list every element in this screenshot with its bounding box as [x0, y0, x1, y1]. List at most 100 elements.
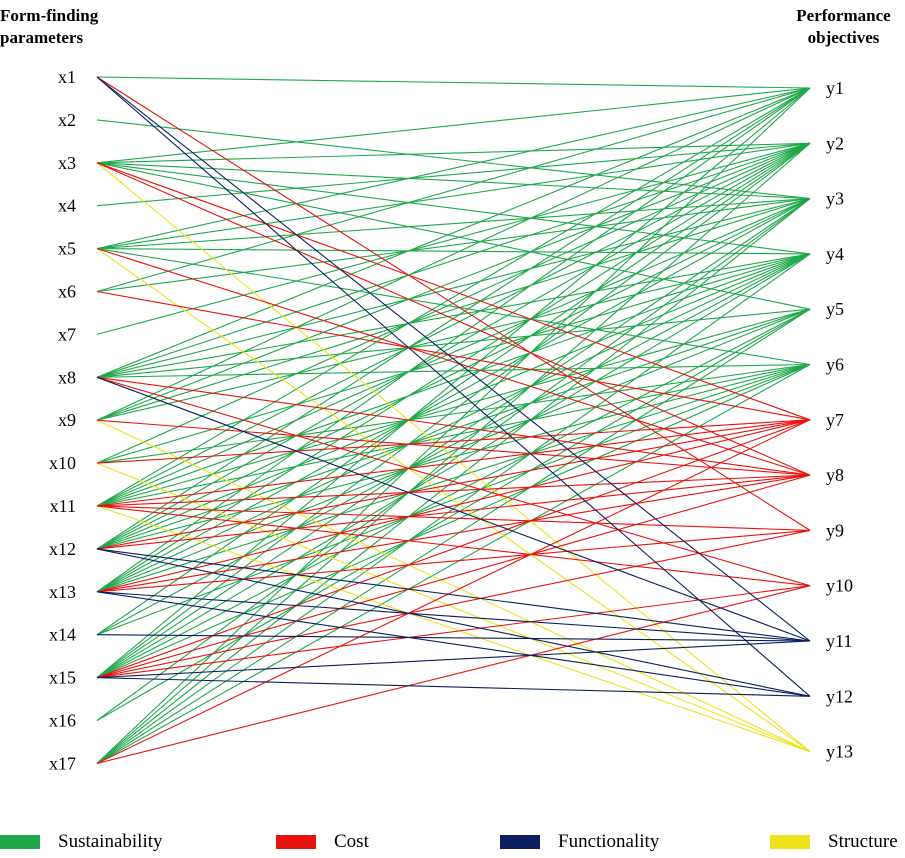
input-node-x17: x17 — [49, 753, 76, 773]
output-node-y10: y10 — [826, 576, 853, 596]
input-node-x2: x2 — [58, 110, 76, 130]
edge-sustainability-x17-y5 — [96, 308, 811, 764]
right-title-text: Performance objectives — [796, 6, 891, 47]
edge-layer — [96, 76, 811, 764]
edge-sustainability-x3-y5 — [96, 162, 811, 310]
edge-cost-x8-y10 — [96, 376, 811, 587]
legend-item-cost: Cost — [276, 827, 369, 857]
input-node-x3: x3 — [58, 153, 76, 173]
edge-cost-x8-y8 — [96, 376, 811, 476]
edge-cost-x15-y9 — [96, 529, 811, 679]
legend-item-structure: Structure — [770, 827, 898, 857]
edge-cost-x3-y8 — [96, 162, 811, 476]
edge-functionality-x1-y12 — [96, 76, 811, 697]
edge-sustainability-x12-y5 — [96, 308, 811, 550]
bipartite-graph: x1 x2 x3 x4 x5 x6 x7 x8 x9 x10 x11 x12 x13 x14 x15 x16 x… — [49, 67, 853, 773]
legend-swatch-functionality — [500, 835, 540, 849]
input-node-x1: x1 — [58, 67, 76, 87]
edge-sustainability-x5-y1 — [96, 87, 811, 250]
edge-functionality-x15-y12 — [96, 677, 811, 697]
edge-cost-x3-y7 — [96, 162, 811, 421]
edge-sustainability-x2-y3 — [96, 119, 811, 200]
input-node-x15: x15 — [49, 668, 76, 688]
edge-sustainability-x9-y2 — [96, 142, 811, 421]
edge-cost-x11-y10 — [96, 505, 811, 587]
edge-functionality-x12-y12 — [96, 548, 811, 697]
output-node-y7: y7 — [826, 410, 844, 430]
output-node-y5: y5 — [826, 299, 844, 319]
edge-sustainability-x9-y4 — [96, 253, 811, 421]
edge-sustainability-x8-y2 — [96, 142, 811, 378]
edge-sustainability-x6-y3 — [96, 198, 811, 293]
edge-sustainability-x13-y5 — [96, 308, 811, 593]
input-node-x16: x16 — [49, 711, 76, 731]
edge-cost-x17-y7 — [96, 419, 811, 764]
legend-label-cost: Cost — [334, 831, 369, 852]
edge-sustainability-x17-y2 — [96, 142, 811, 764]
edge-sustainability-x6-y1 — [96, 87, 811, 293]
edge-sustainability-x1-y1 — [96, 76, 811, 89]
edge-sustainability-x16-y3 — [96, 198, 811, 721]
input-node-x12: x12 — [49, 539, 76, 559]
edge-functionality-x15-y11 — [96, 640, 811, 679]
edge-cost-x12-y8 — [96, 474, 811, 550]
edge-cost-x11-y9 — [96, 505, 811, 531]
node-label-layer: x1 x2 x3 x4 x5 x6 x7 x8 x9 x10 x11 x12 x13 x14 x15 x16 x… — [49, 67, 853, 773]
legend-swatch-cost — [276, 835, 316, 849]
input-node-x5: x5 — [58, 239, 76, 259]
output-node-y12: y12 — [826, 686, 853, 706]
edge-functionality-x1-y11 — [96, 76, 811, 642]
edge-cost-x10-y7 — [96, 419, 811, 464]
input-node-x14: x14 — [49, 625, 76, 645]
output-node-y9: y9 — [826, 520, 844, 540]
edge-sustainability-x12-y4 — [96, 253, 811, 550]
edge-sustainability-x5-y4 — [96, 248, 811, 255]
edge-functionality-x12-y11 — [96, 548, 811, 642]
edge-cost-x5-y8 — [96, 248, 811, 476]
edge-sustainability-x15-y2 — [96, 142, 811, 679]
edge-sustainability-x13-y6 — [96, 363, 811, 593]
edge-sustainability-x15-y6 — [96, 363, 811, 679]
edge-sustainability-x14-y4 — [96, 253, 811, 636]
legend-label-sustainability: Sustainability — [58, 831, 163, 852]
edge-sustainability-x8-y4 — [96, 253, 811, 378]
edge-structure-x10-y13 — [96, 462, 811, 753]
edge-sustainability-x3-y2 — [96, 142, 811, 164]
input-node-x13: x13 — [49, 582, 76, 602]
edge-cost-x13-y8 — [96, 474, 811, 593]
edge-sustainability-x11-y6 — [96, 363, 811, 507]
edge-sustainability-x5-y6 — [96, 248, 811, 366]
edge-sustainability-x11-y2 — [96, 142, 811, 507]
edge-sustainability-x15-y3 — [96, 198, 811, 679]
edge-sustainability-x11-y1 — [96, 87, 811, 507]
edge-sustainability-x7-y2 — [96, 142, 811, 335]
input-node-x7: x7 — [58, 324, 76, 344]
edge-structure-x5-y13 — [96, 248, 811, 753]
edge-cost-x13-y7 — [96, 419, 811, 593]
edge-functionality-x8-y11 — [96, 376, 811, 642]
edge-cost-x15-y10 — [96, 585, 811, 679]
edge-cost-x11-y8 — [96, 474, 811, 507]
output-node-y11: y11 — [826, 631, 852, 651]
edge-sustainability-x11-y3 — [96, 198, 811, 507]
edge-sustainability-x8-y1 — [96, 87, 811, 378]
legend-item-sustainability: Sustainability — [0, 827, 163, 857]
edge-sustainability-x12-y3 — [96, 198, 811, 550]
edge-sustainability-x13-y1 — [96, 87, 811, 593]
edge-sustainability-x15-y4 — [96, 253, 811, 679]
input-node-x8: x8 — [58, 367, 76, 387]
edge-sustainability-x5-y3 — [96, 198, 811, 250]
edge-sustainability-x3-y3 — [96, 162, 811, 200]
edge-sustainability-x11-y5 — [96, 308, 811, 507]
legend: Sustainability Cost Functionality Struct… — [0, 827, 905, 857]
edge-sustainability-x15-y5 — [96, 308, 811, 679]
edge-cost-x15-y8 — [96, 474, 811, 679]
edge-structure-x11-y13 — [96, 505, 811, 753]
output-node-y6: y6 — [826, 355, 844, 375]
edge-functionality-x13-y12 — [96, 591, 811, 697]
input-node-x6: x6 — [58, 282, 76, 302]
output-node-y13: y13 — [826, 742, 853, 762]
legend-swatch-sustainability — [0, 835, 40, 849]
right-column-title: Performance objectives — [782, 5, 905, 49]
legend-label-structure: Structure — [828, 831, 898, 852]
